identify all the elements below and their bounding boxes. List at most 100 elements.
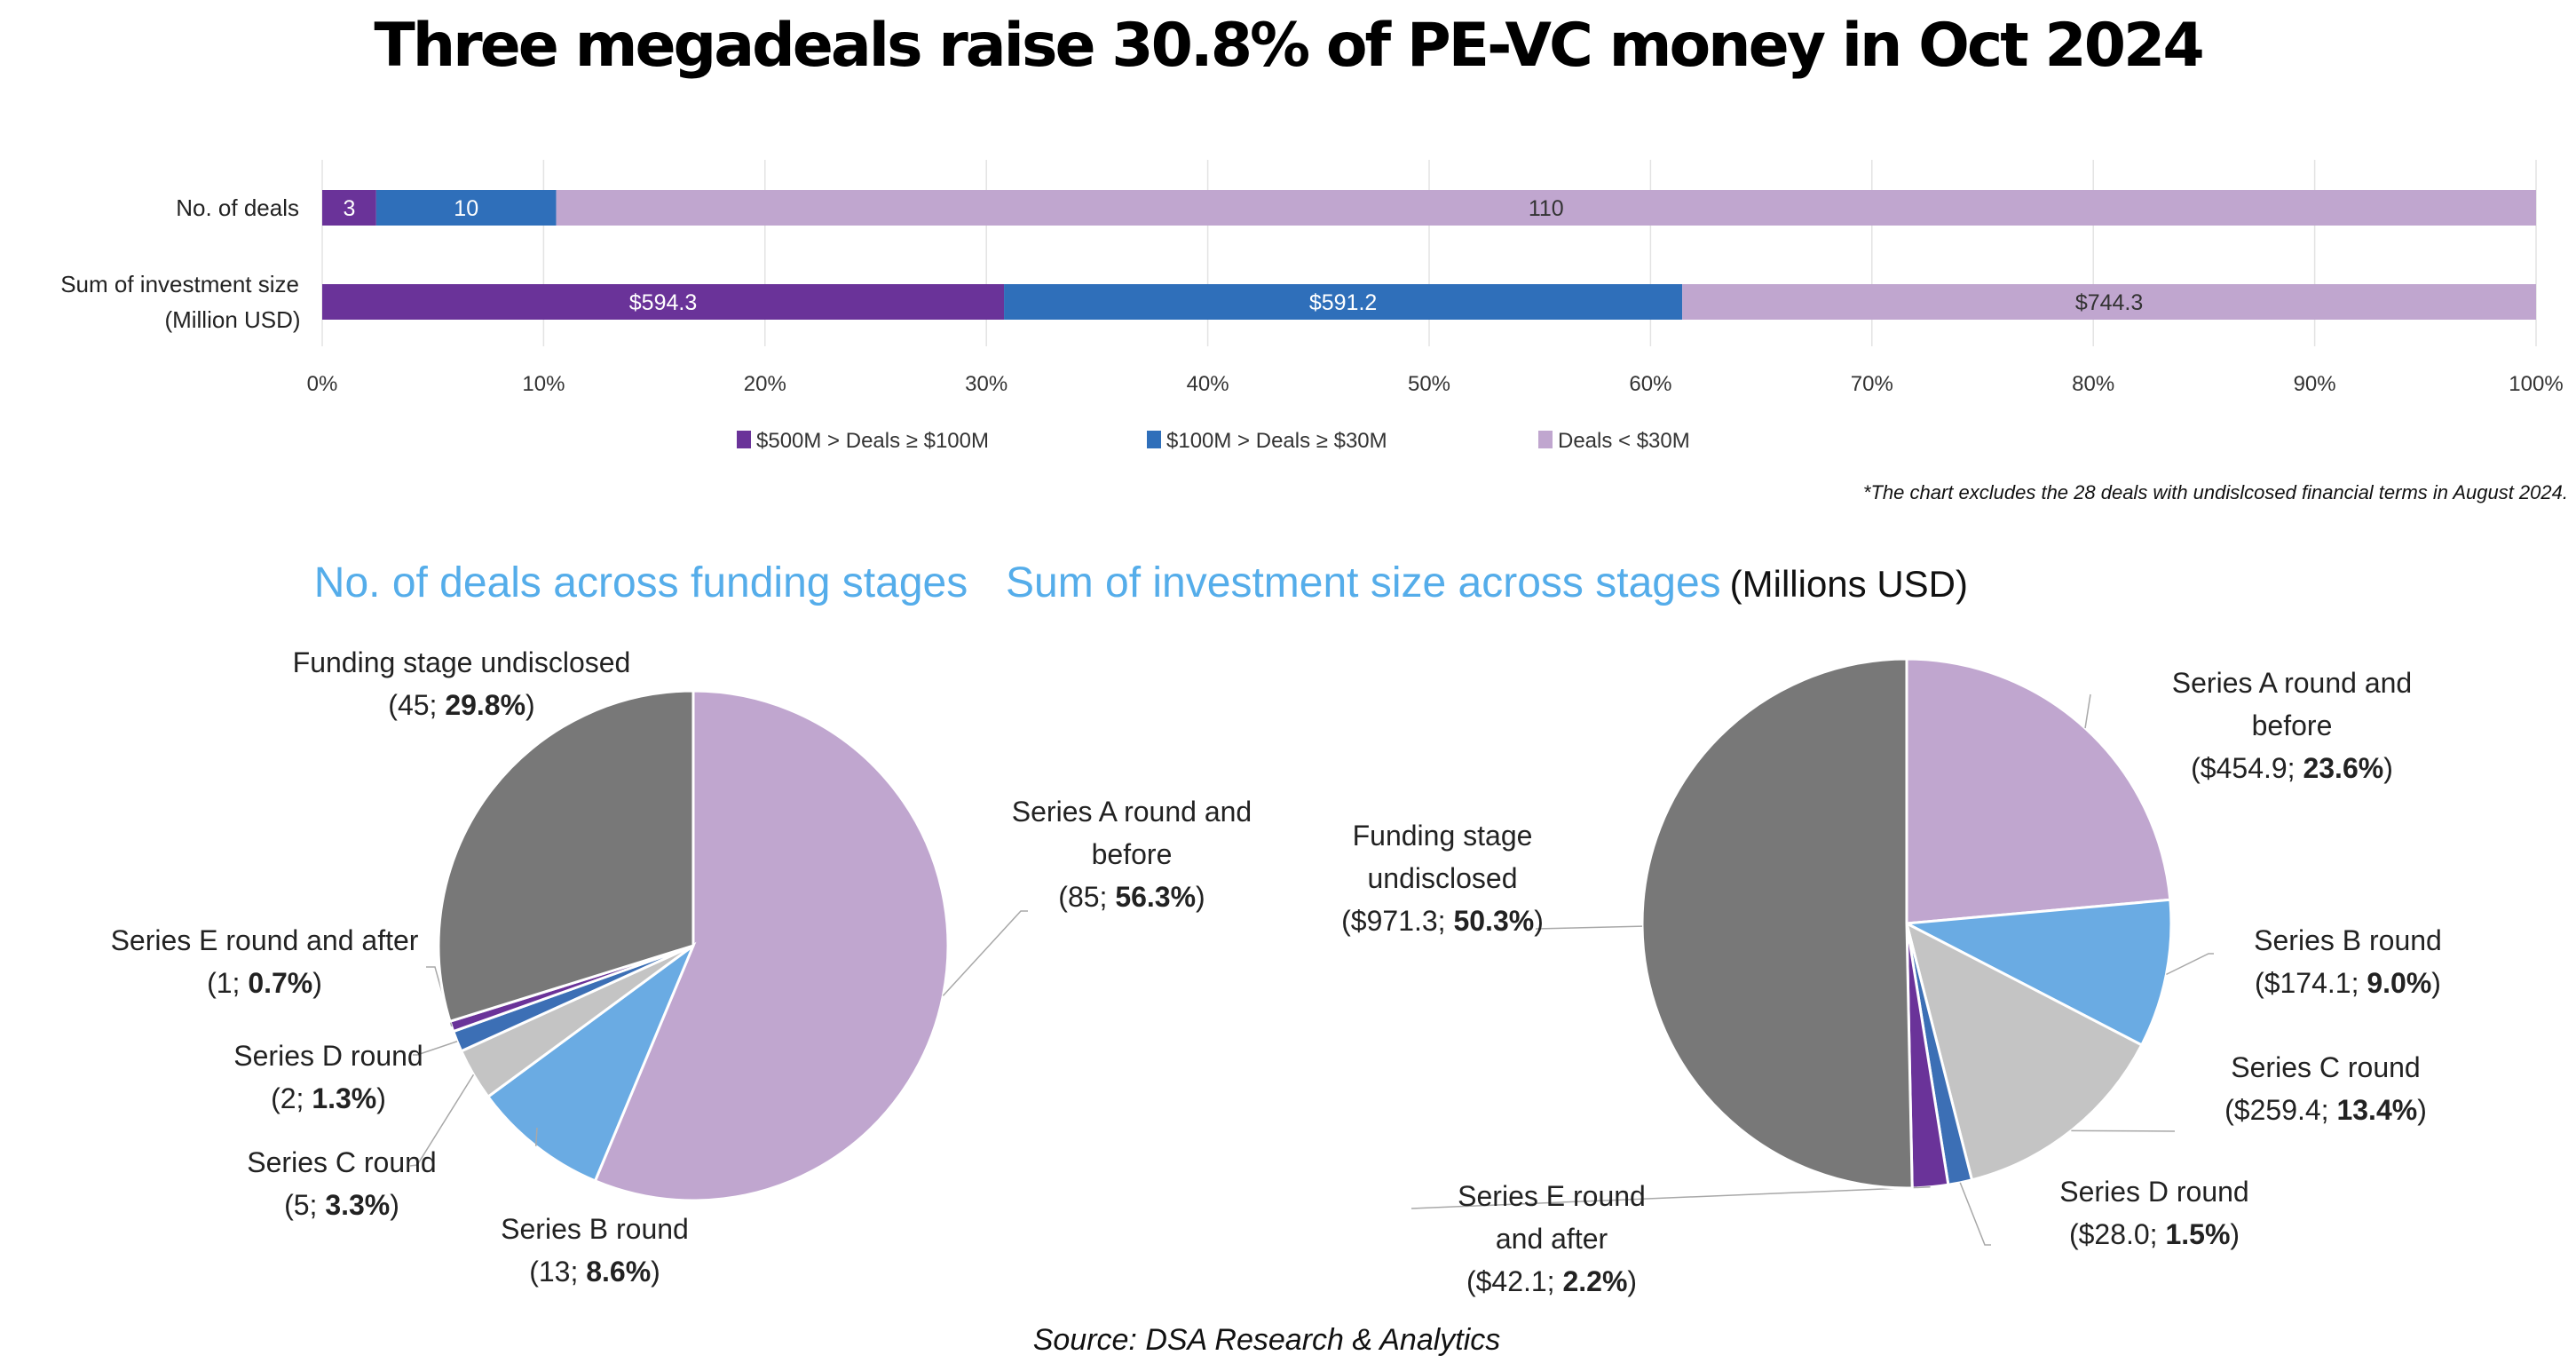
slice-value: (45;	[388, 689, 445, 721]
leader-line	[2084, 693, 2091, 729]
slice-value-close: )	[312, 967, 322, 999]
slice-value-close: )	[1196, 881, 1205, 913]
slice-percent: 50.3%	[1453, 905, 1534, 937]
slice-percent: 56.3%	[1115, 881, 1196, 913]
pie-chart-investment-size: Sum of investment size across stages (Mil…	[1006, 559, 2442, 1297]
chart-title: Three megadeals raise 30.8% of PE-VC mon…	[374, 11, 2204, 81]
slice-value-close: )	[2383, 752, 2393, 784]
data-label: 3	[343, 196, 355, 221]
x-tick-label: 70%	[1851, 372, 1893, 396]
legend-label: $500M > Deals ≥ $100M	[756, 429, 989, 453]
slice-value: (5;	[284, 1189, 325, 1221]
leader-line	[413, 1041, 458, 1056]
slice-value-label: ($28.0; 1.5%)	[2069, 1218, 2240, 1250]
slice-value-close: )	[1627, 1265, 1637, 1297]
pie-slice	[1901, 898, 2173, 1047]
slice-name-label: undisclosed	[1368, 862, 1518, 894]
bar-segment	[1682, 284, 2536, 320]
slice-name-label: before	[1092, 838, 1173, 870]
pie-slice	[1905, 657, 2172, 925]
slice-value-label: (2; 1.3%)	[271, 1082, 386, 1114]
pie-title: No. of deals across funding stages	[314, 559, 968, 606]
leader-line	[534, 1127, 538, 1146]
slice-value-label: ($174.1; 9.0%)	[2255, 967, 2441, 999]
slice-value: ($174.1;	[2255, 967, 2367, 999]
legend-swatch	[1538, 431, 1553, 448]
x-tick-label: 50%	[1408, 372, 1450, 396]
leader-line	[2166, 953, 2214, 976]
slice-percent: 13.4%	[2336, 1094, 2417, 1126]
bar-segment	[322, 190, 376, 226]
slice-value-close: )	[2417, 1094, 2427, 1126]
pie-slice	[593, 689, 950, 1202]
slice-value: ($259.4;	[2224, 1094, 2336, 1126]
legend-label: Deals < $30M	[1558, 429, 1690, 453]
slice-percent: 29.8%	[445, 689, 525, 721]
bar-segment	[556, 190, 2536, 226]
slice-percent: 23.6%	[2303, 752, 2383, 784]
leader-line	[1410, 1186, 1931, 1209]
data-label: $591.2	[1309, 290, 1377, 315]
x-tick-label: 100%	[2509, 372, 2563, 396]
leader-line	[409, 1074, 475, 1167]
slice-name-label: Series D round	[2059, 1176, 2248, 1208]
slice-percent: 0.7%	[248, 967, 312, 999]
slice-value: ($454.9;	[2191, 752, 2303, 784]
slice-name-label: Series B round	[501, 1213, 689, 1245]
data-label: $744.3	[2075, 290, 2143, 315]
x-tick-label: 40%	[1187, 372, 1229, 396]
slice-percent: 9.0%	[2367, 967, 2431, 999]
slice-value-label: ($971.3; 50.3%)	[1341, 905, 1544, 937]
slice-name-label: Series C round	[247, 1146, 436, 1178]
pie-slice	[437, 689, 695, 1024]
leader-line	[942, 910, 1028, 996]
slice-percent: 8.6%	[586, 1256, 651, 1288]
slice-value-close: )	[2431, 967, 2441, 999]
slice-value-close: )	[651, 1256, 660, 1288]
slice-value-label: ($454.9; 23.6%)	[2191, 752, 2393, 784]
y-category-label: Sum of investment size	[60, 271, 299, 297]
slice-value-close: )	[376, 1082, 386, 1114]
slice-percent: 3.3%	[325, 1189, 390, 1221]
pie-title: Sum of investment size across stages (Mil…	[1006, 559, 1968, 606]
leader-line	[2071, 1129, 2176, 1132]
legend-swatch	[737, 431, 751, 448]
slice-value-label: ($259.4; 13.4%)	[2224, 1094, 2427, 1126]
slice-value-close: )	[525, 689, 535, 721]
slice-name-label: Series C round	[2231, 1051, 2420, 1083]
slice-value: ($28.0;	[2069, 1218, 2166, 1250]
slice-name-label: Series A round and	[1012, 796, 1252, 828]
slice-name-label: Series A round and	[2172, 667, 2412, 699]
slice-value-label: (5; 3.3%)	[284, 1189, 399, 1221]
y-category-label: No. of deals	[176, 194, 299, 221]
slice-value-close: )	[2230, 1218, 2240, 1250]
x-tick-label: 0%	[307, 372, 338, 396]
pie-chart-deal-count: No. of deals across funding stages Series…	[111, 559, 1252, 1288]
bar-segment	[375, 190, 557, 226]
slice-value-label: (1; 0.7%)	[207, 967, 322, 999]
pie-title-main: No. of deals across funding stages	[314, 559, 968, 606]
legend-swatch	[1147, 431, 1161, 448]
slice-value: (13;	[529, 1256, 586, 1288]
slice-name-label: Series D round	[233, 1040, 423, 1072]
slice-value: ($42.1;	[1466, 1265, 1563, 1297]
slice-percent: 1.3%	[312, 1082, 376, 1114]
slice-percent: 1.5%	[2165, 1218, 2230, 1250]
x-tick-label: 10%	[522, 372, 565, 396]
pie-slice	[1640, 657, 1914, 1190]
slice-value: (2;	[271, 1082, 312, 1114]
y-category-label: (Million USD)	[164, 306, 300, 333]
slice-name-label: Funding stage undisclosed	[293, 646, 631, 678]
data-label: 110	[1529, 196, 1564, 221]
slice-name-label: Funding stage	[1353, 820, 1533, 852]
slice-name-label: before	[2252, 709, 2333, 741]
slice-value-label: (85; 56.3%)	[1058, 881, 1205, 913]
leader-line	[1959, 1182, 1991, 1246]
stacked-bar-chart: 0% 10% 20% 30% 40% 50% 60% 70% 80% 90% 100% No. of …	[60, 160, 2564, 453]
x-tick-label: 20%	[744, 372, 786, 396]
slice-value-close: )	[390, 1189, 399, 1221]
slice-name-label: and after	[1496, 1223, 1608, 1255]
slice-value-close: )	[1534, 905, 1544, 937]
data-label: 10	[454, 196, 478, 221]
